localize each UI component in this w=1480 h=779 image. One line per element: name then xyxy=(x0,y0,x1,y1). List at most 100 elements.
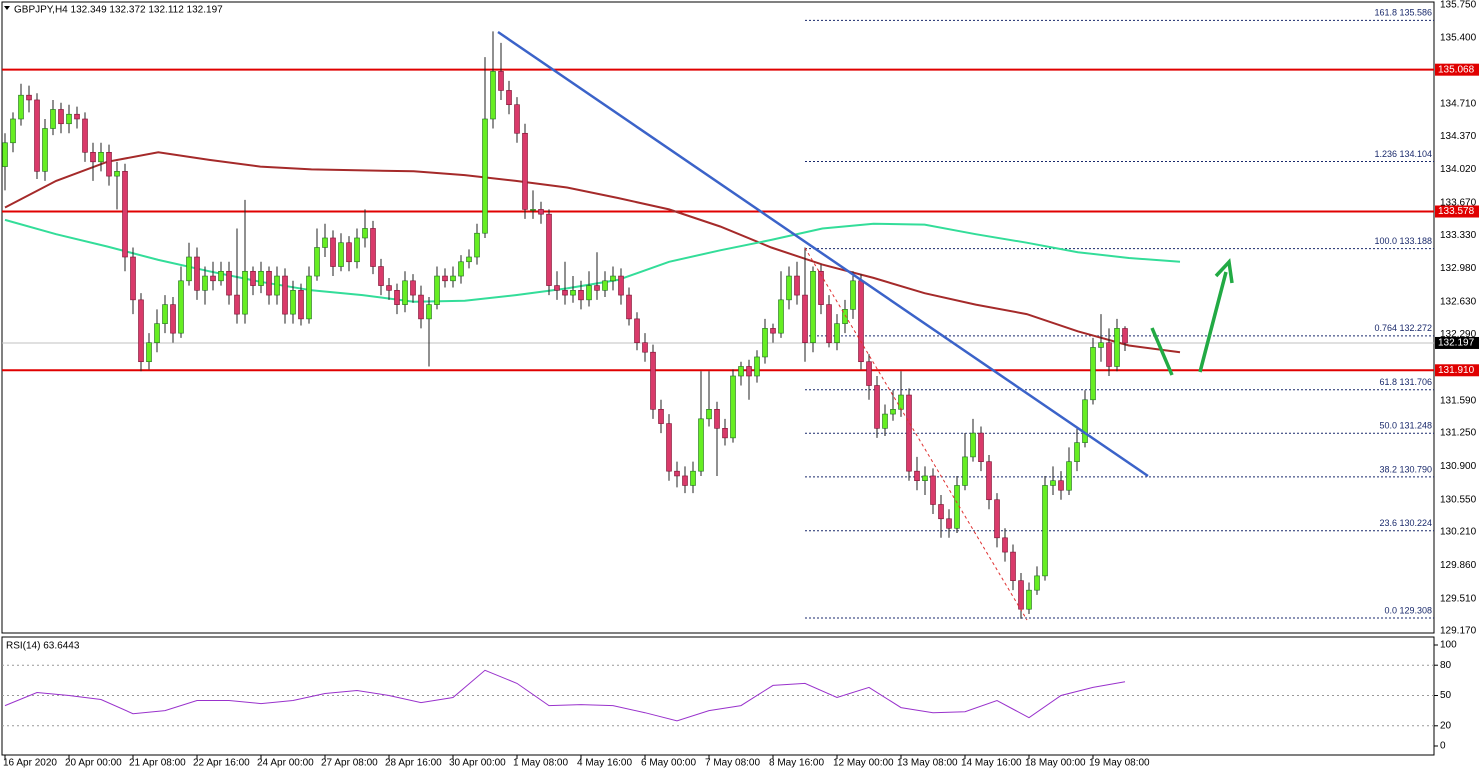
candle-body xyxy=(34,99,40,172)
x-tick-label: 24 Apr 00:00 xyxy=(257,758,314,769)
upside-arrow xyxy=(1198,271,1228,373)
fib-label: 23.6 130.224 xyxy=(1379,518,1432,528)
fib-label: 100.0 133.188 xyxy=(1374,236,1432,246)
candle-body xyxy=(1018,580,1024,610)
x-tick-label: 21 Apr 08:00 xyxy=(129,758,186,769)
y-tick-label: 132.290 xyxy=(1440,329,1477,340)
candle-body xyxy=(186,256,192,282)
candle-body xyxy=(378,266,384,286)
candle-body xyxy=(914,470,920,481)
level-box xyxy=(1435,63,1479,76)
rsi-title: RSI(14) 63.6443 xyxy=(6,641,80,652)
candle-body xyxy=(586,285,592,301)
candle-body xyxy=(762,328,768,358)
level-label: 133.578 xyxy=(1438,206,1475,217)
candle-body xyxy=(266,270,272,296)
candle-body xyxy=(458,261,464,277)
candle-body xyxy=(842,309,848,324)
x-tick-label: 27 Apr 08:00 xyxy=(321,758,378,769)
candle-body xyxy=(642,342,648,353)
x-tick-label: 22 Apr 16:00 xyxy=(193,758,250,769)
candle-body xyxy=(738,366,744,377)
price-panel xyxy=(1,1,1435,634)
candle-body xyxy=(810,270,816,343)
pullback-arrow xyxy=(1150,327,1174,376)
chart-title: GBPJPY,H4 132.349 132.372 132.112 132.19… xyxy=(14,5,223,16)
candle-body xyxy=(234,294,240,315)
candle-body xyxy=(906,394,912,472)
candle-body xyxy=(18,94,24,120)
candle-body xyxy=(130,256,136,301)
candle-body xyxy=(794,275,800,296)
candle-body xyxy=(258,270,264,286)
candle-body xyxy=(418,294,424,320)
candle-body xyxy=(882,413,888,429)
candle-body xyxy=(242,270,248,315)
candle-body xyxy=(98,152,104,163)
candle-body xyxy=(674,470,680,477)
candle-body xyxy=(690,470,696,486)
candle-body xyxy=(114,171,120,177)
x-tick-label: 30 Apr 00:00 xyxy=(449,758,506,769)
candle-body xyxy=(58,109,64,125)
y-tick-label: 134.370 xyxy=(1440,131,1477,142)
y-tick-label: 130.550 xyxy=(1440,494,1477,505)
candle-body xyxy=(322,237,328,248)
y-tick-label: 134.020 xyxy=(1440,164,1477,175)
candle-body xyxy=(1114,328,1120,367)
candle-body xyxy=(66,113,72,125)
candle-body xyxy=(42,128,48,172)
y-tick-label: 133.670 xyxy=(1440,197,1477,208)
candle-body xyxy=(226,270,232,296)
candle-body xyxy=(618,275,624,296)
candle-body xyxy=(146,342,152,363)
candle-body xyxy=(1050,480,1056,486)
candle-body xyxy=(890,409,896,415)
candle-body xyxy=(466,256,472,263)
candle-body xyxy=(626,294,632,320)
candle-body xyxy=(74,113,80,120)
fib-label: 0.0 129.308 xyxy=(1384,605,1432,615)
candle-body xyxy=(1034,575,1040,591)
y-tick-label: 130.900 xyxy=(1440,461,1477,472)
fib-label: 38.2 130.790 xyxy=(1379,464,1432,474)
fib-anchor-line xyxy=(804,247,1028,621)
candle-body xyxy=(1010,551,1016,581)
candle-body xyxy=(602,280,608,291)
candle-body xyxy=(370,228,376,267)
candle-body xyxy=(722,428,728,439)
upside-arrow-head xyxy=(1214,258,1234,284)
candle-body xyxy=(802,294,808,343)
fib-label: 0.764 132.272 xyxy=(1374,323,1432,333)
candle-body xyxy=(1042,485,1048,577)
moving-averages xyxy=(4,151,1181,722)
rsi-tick-label: 20 xyxy=(1440,720,1452,731)
x-tick-label: 13 May 08:00 xyxy=(897,758,958,769)
y-tick-label: 132.630 xyxy=(1440,296,1477,307)
candle-body xyxy=(778,299,784,334)
x-tick-label: 6 May 00:00 xyxy=(641,758,696,769)
candle-body xyxy=(218,270,224,282)
rsi-tick-label: 100 xyxy=(1440,640,1457,651)
candle-body xyxy=(922,475,928,481)
candle-body xyxy=(178,280,184,334)
moving-average xyxy=(4,218,1181,303)
candle-body xyxy=(1026,589,1032,610)
candle-body xyxy=(386,285,392,291)
candle-body xyxy=(874,385,880,429)
level-box xyxy=(1435,364,1479,377)
candle-body xyxy=(1002,537,1008,553)
candle-body xyxy=(754,356,760,377)
candle-body xyxy=(498,71,504,91)
y-tick-label: 129.860 xyxy=(1440,560,1477,571)
candle-body xyxy=(282,275,288,315)
candle-body xyxy=(986,461,992,501)
candle-body xyxy=(442,275,448,282)
candle-body xyxy=(538,209,544,215)
candle-body xyxy=(706,409,712,420)
candle-body xyxy=(698,418,704,472)
candle-body xyxy=(1058,480,1064,491)
fib-label: 161.8 135.586 xyxy=(1374,8,1432,18)
candle-body xyxy=(666,423,672,472)
candle-body xyxy=(410,280,416,296)
